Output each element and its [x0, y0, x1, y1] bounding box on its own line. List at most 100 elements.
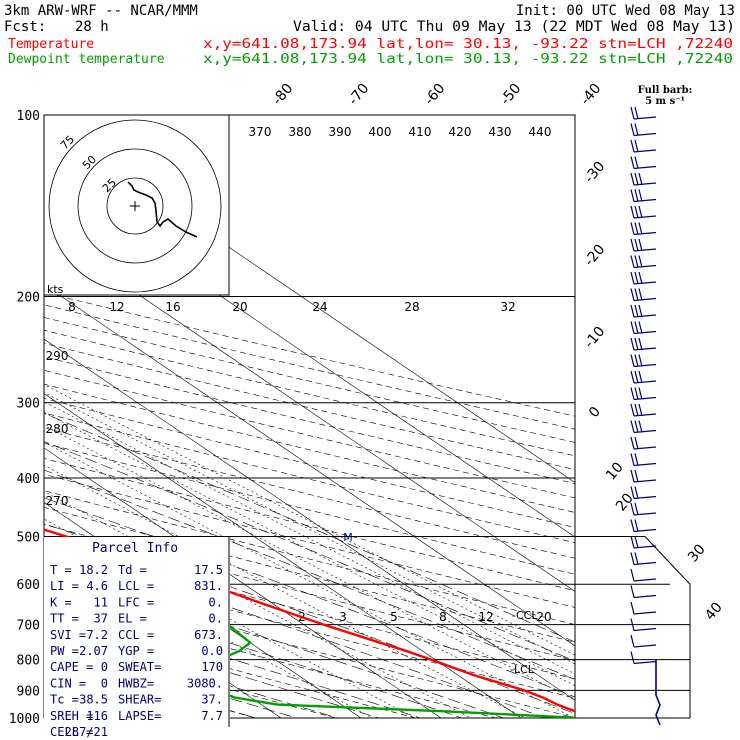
parcel-info-cell: CCL =: [118, 628, 154, 642]
theta-e-label: 420: [449, 125, 472, 139]
dry-adiabat-label: 270: [46, 494, 69, 508]
wind-barb: [630, 321, 657, 335]
mixing-ratio-label: 3: [339, 610, 347, 624]
theta-e-label: 370: [249, 125, 272, 139]
dry-adiabat-line: [44, 578, 575, 718]
dry-adiabat-line: [44, 458, 575, 591]
parcel-info-cell: 0.0: [201, 644, 223, 658]
parcel-info-cell: CAPE =: [50, 660, 93, 674]
theta-e-label: 440: [529, 125, 552, 139]
parcel-info-cell: CELL =: [50, 725, 93, 739]
parcel-info-cell: 18.2: [79, 563, 108, 577]
wind-barb: [630, 469, 657, 483]
temperature-tick-label: 30: [685, 541, 709, 565]
parcel-info-cell: Tc =: [50, 693, 79, 707]
parcel-info-cell: 0: [101, 660, 108, 674]
parcel-info-cell: SHEAR=: [118, 693, 161, 707]
parcel-info-cell: HWBZ=: [118, 676, 154, 690]
wind-barb: [630, 255, 657, 269]
mixing-ratio-line: [44, 392, 575, 665]
mixing-ratio-label: 20: [232, 300, 247, 314]
wind-barb: [630, 601, 657, 615]
parcel-info-cell: 116: [86, 709, 108, 723]
pressure-tick-label: 1000: [9, 712, 40, 727]
extended-frame: [575, 535, 691, 718]
temperature-tick-label: -10: [581, 324, 608, 352]
parcel-info-cell: K =: [50, 595, 72, 609]
wind-barb: [630, 156, 657, 170]
wind-barb: [630, 585, 657, 599]
dry-adiabat-line: [44, 356, 575, 484]
theta-e-label: 410: [409, 125, 432, 139]
parcel-info-cell: YGP =: [118, 644, 154, 658]
parcel-info-cell: 831.: [194, 579, 223, 593]
hodograph-units: kts: [47, 283, 64, 296]
wind-barb: [630, 634, 657, 648]
parcel-info-cell: 0: [101, 676, 108, 690]
wind-barbs: [630, 106, 661, 726]
temperature-tick-label: 40: [702, 599, 726, 623]
parcel-info-cell: EL =: [118, 612, 147, 626]
wind-barb: [630, 172, 657, 186]
parcel-info-cell: LI =: [50, 579, 79, 593]
temperature-tick-label: 10: [603, 459, 627, 483]
parcel-info-cell: SREH =: [50, 709, 93, 723]
temperature-tick-label: -60: [421, 81, 448, 109]
wind-barb: [630, 403, 657, 417]
hodograph-ring: [77, 148, 193, 264]
wind-barb: [630, 337, 657, 351]
wind-barb: [630, 123, 657, 137]
wind-barb: [630, 436, 657, 450]
lcl-marker: -LCL: [510, 663, 535, 676]
mixing-ratio-line: [44, 401, 575, 675]
wind-barb-surface: [655, 660, 661, 726]
parcel-info-cell: PW =: [50, 644, 79, 658]
wind-barb: [630, 205, 657, 219]
parcel-info-cell: 38.5: [79, 693, 108, 707]
wind-barb: [630, 106, 657, 120]
fcst-label: Fcst:: [4, 19, 46, 35]
parcel-info-cell: 673.: [194, 628, 223, 642]
pressure-tick-label: 700: [17, 619, 40, 634]
temperature-tick-label: -20: [581, 242, 608, 270]
wind-barb: [630, 618, 657, 632]
wind-barb: [630, 519, 657, 533]
dry-adiabat-line: [44, 304, 575, 430]
parcel-info-cell: Td =: [118, 563, 147, 577]
temperature-tick-label: -50: [497, 81, 524, 109]
ccl-marker: -CCL: [512, 609, 538, 622]
mixing-ratio-label: 8: [68, 300, 76, 314]
barb-key-line2: 5 m s⁻¹: [645, 96, 685, 107]
parcel-info-cell: 0.: [209, 612, 223, 626]
wind-barb: [630, 304, 657, 318]
pressure-tick-label: 900: [17, 684, 40, 699]
temperature-tick-label: -80: [269, 81, 296, 109]
mixing-ratio-label: 5: [390, 610, 398, 624]
parcel-info-cell: 0.: [209, 595, 223, 609]
theta-e-label: 400: [369, 125, 392, 139]
pressure-tick-label: 800: [17, 654, 40, 669]
legend-dewpoint-info: x,y=641.08,173.94 lat,lon= 30.13, -93.22…: [203, 52, 733, 67]
legend-temperature-info: x,y=641.08,173.94 lat,lon= 30.13, -93.22…: [203, 37, 733, 52]
parcel-info-cell: 170: [201, 660, 223, 674]
isotherm-line: [44, 284, 575, 647]
parcel-info-cell: 287/21: [65, 725, 108, 739]
isotherm-line: [44, 447, 442, 718]
parcel-info-cell: 7.7: [201, 709, 223, 723]
pressure-tick-label: 300: [17, 397, 40, 412]
isotherm-line: [44, 229, 575, 592]
pressure-tick-label: 400: [17, 472, 40, 487]
parcel-info-cell: TT =: [50, 612, 79, 626]
wind-barb: [630, 139, 657, 153]
temperature-tick-label: -40: [577, 81, 604, 109]
wind-barb: [630, 288, 657, 302]
temperature-tick-label: -30: [581, 159, 608, 187]
wind-barb: [630, 222, 657, 236]
dry-adiabat-line: [44, 329, 575, 457]
wind-barb: [630, 420, 657, 434]
parcel-info-cell: 2.07: [79, 644, 108, 658]
temperature-tick-label: -70: [345, 81, 372, 109]
init-time: Init: 00 UTC Wed 08 May 13: [516, 3, 735, 19]
dry-adiabat-line: [44, 597, 498, 718]
